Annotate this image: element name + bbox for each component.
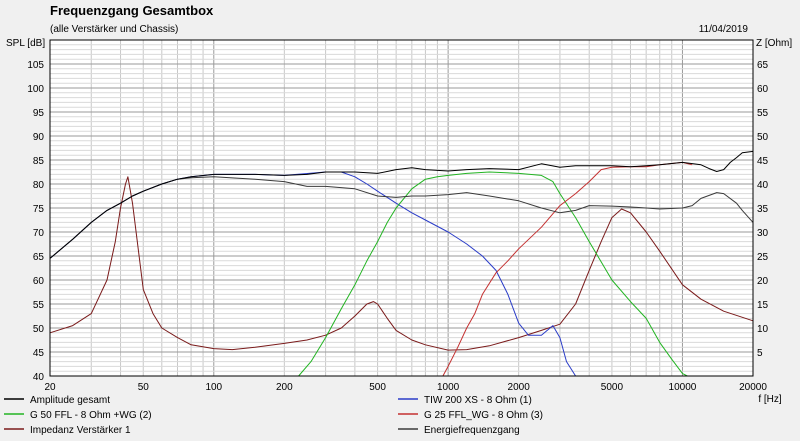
right-axis-ticks: 5 10 15 20 25 30 35 40 45 50 55 60 65 <box>757 60 769 359</box>
legend-label: Energiefrequenzgang <box>424 425 520 436</box>
right-tick-label: 50 <box>757 132 769 143</box>
right-tick-label: 30 <box>757 228 769 239</box>
x-axis-ticks: 20 50 100 200 500 1000 2000 5000 10000 20000 <box>44 382 767 393</box>
left-axis-ticks: 40 45 50 55 60 65 70 75 80 85 90 95 100 105 <box>27 60 44 383</box>
chart-date: 11/04/2019 <box>699 24 749 35</box>
right-tick-label: 20 <box>757 276 769 287</box>
series-line-1 <box>49 150 754 259</box>
x-tick-label: 2000 <box>508 382 531 393</box>
left-tick-label: 80 <box>33 180 45 191</box>
x-tick-label: 20000 <box>739 382 767 393</box>
x-tick-label: 20 <box>44 382 56 393</box>
right-tick-label: 40 <box>757 180 769 191</box>
x-tick-label: 500 <box>369 382 386 393</box>
series-lines <box>49 150 754 377</box>
left-tick-label: 70 <box>33 228 45 239</box>
legend-label: Amplitude gesamt <box>30 395 110 406</box>
right-tick-label: 65 <box>757 60 769 71</box>
legend-label: G 25 FFL_WG - 8 Ohm (3) <box>424 410 543 421</box>
left-tick-label: 40 <box>33 372 45 383</box>
left-tick-label: 100 <box>27 84 44 95</box>
left-tick-label: 45 <box>33 348 45 359</box>
left-tick-label: 65 <box>33 252 45 263</box>
left-tick-label: 50 <box>33 324 45 335</box>
legend-label: Impedanz Verstärker 1 <box>30 425 131 436</box>
legend-label: TIW 200 XS - 8 Ohm (1) <box>424 395 532 406</box>
right-tick-label: 15 <box>757 300 769 311</box>
x-tick-label: 100 <box>205 382 222 393</box>
left-tick-label: 60 <box>33 276 45 287</box>
left-tick-label: 105 <box>27 60 44 71</box>
chart-title: Frequenzgang Gesamtbox <box>50 3 214 18</box>
right-axis-label: Z [Ohm] <box>756 38 792 49</box>
left-tick-label: 55 <box>33 300 45 311</box>
x-tick-label: 50 <box>138 382 150 393</box>
x-tick-label: 10000 <box>669 382 697 393</box>
x-tick-label: 200 <box>276 382 293 393</box>
left-tick-label: 85 <box>33 156 45 167</box>
legend-label: G 50 FFL - 8 Ohm +WG (2) <box>30 410 152 421</box>
left-tick-label: 90 <box>33 132 45 143</box>
x-tick-label: 1000 <box>437 382 460 393</box>
right-tick-label: 55 <box>757 108 769 119</box>
series-line-3 <box>50 171 688 377</box>
legend: Amplitude gesamt TIW 200 XS - 8 Ohm (1) G … <box>4 395 543 436</box>
x-axis-label: f [Hz] <box>758 394 782 405</box>
left-tick-label: 75 <box>33 204 45 215</box>
series-line-5 <box>49 176 754 351</box>
grid <box>49 39 754 377</box>
chart-subtitle: (alle Verstärker und Chassis) <box>50 24 178 35</box>
right-tick-label: 60 <box>757 84 769 95</box>
plot-frame <box>49 39 754 377</box>
left-tick-label: 95 <box>33 108 45 119</box>
x-tick-label: 5000 <box>601 382 624 393</box>
right-tick-label: 25 <box>757 252 769 263</box>
right-tick-label: 35 <box>757 204 769 215</box>
left-axis-label: SPL [dB] <box>6 38 45 49</box>
right-tick-label: 5 <box>757 348 763 359</box>
series-line-4 <box>442 161 693 377</box>
right-tick-label: 10 <box>757 324 769 335</box>
right-tick-label: 45 <box>757 156 769 167</box>
